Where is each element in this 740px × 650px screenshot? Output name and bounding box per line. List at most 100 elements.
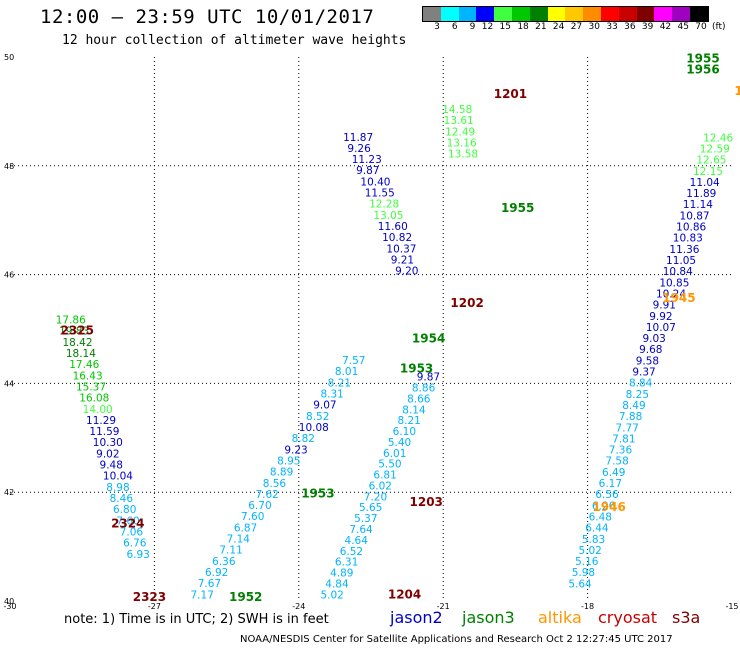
wave-height-value: 5.37 (354, 513, 377, 525)
wave-height-value: 13.05 (373, 210, 403, 222)
color-swatch (423, 7, 441, 21)
wave-height-value: 6.10 (393, 426, 416, 438)
color-swatch (565, 7, 584, 21)
wave-height-value: 6.49 (602, 467, 625, 479)
wave-height-value: 4.64 (345, 535, 369, 547)
wave-height-value: 10.30 (93, 437, 123, 449)
pass-time-label: 1204 (388, 587, 421, 601)
wave-height-value: 9.92 (649, 311, 672, 323)
wave-height-value: 8.31 (320, 389, 343, 401)
wave-height-value: 7.58 (605, 456, 628, 468)
wave-height-value: 6.17 (599, 478, 622, 490)
color-scale-label: 9 (469, 22, 476, 32)
color-swatch (583, 7, 601, 21)
color-scale-label: 33 (606, 22, 618, 32)
pass-time-label: 2323 (133, 590, 166, 604)
track-altika_right: 5.645.985.165.025.836.446.486.266.566.17… (568, 132, 733, 590)
wave-height-value: 5.40 (388, 437, 411, 449)
wave-height-value: 8.52 (306, 411, 329, 423)
satellite-legend-jason2: jason2 (390, 608, 443, 627)
credit-line: NOAA/NESDIS Center for Satellite Applica… (240, 634, 673, 645)
wave-height-value: 9.37 (632, 367, 655, 379)
wave-height-map: -30 -27 -24 -21 -18 -15 50 48 46 44 42 40 17.8619.8… (3, 51, 740, 610)
track-jason2_low: 5.024.844.896.316.524.647.645.375.657.20… (320, 372, 440, 602)
wave-height-value: 6.36 (212, 556, 236, 568)
pass-time-label: 1953 (400, 362, 433, 376)
wave-height-value: 7.14 (227, 534, 251, 546)
wave-height-value: 10.04 (103, 471, 133, 483)
wave-height-value: 6.87 (234, 522, 257, 534)
lon-tick-label: -15 (725, 602, 738, 610)
wave-height-value: 9.07 (313, 400, 336, 412)
wave-height-value: 16.08 (79, 393, 109, 405)
wave-height-value: 8.01 (335, 366, 358, 378)
pass-time-label: 1954 (412, 332, 445, 346)
color-scale-labels: 3 6 9 12 15 18 21 24 27 30 33 36 39 42 45 70 (422, 22, 707, 32)
color-swatch (476, 7, 495, 21)
color-swatch (618, 7, 637, 21)
pass-time-label: 1955 (501, 201, 534, 215)
map-title: 12:00 – 23:59 UTC 10/01/2017 (40, 6, 375, 28)
wave-height-value: 6.80 (113, 504, 136, 516)
wave-height-value: 7.88 (619, 411, 642, 423)
wave-height-value: 6.92 (205, 567, 228, 579)
wave-height-value: 7.62 (255, 489, 278, 501)
wave-height-value: 10.82 (382, 232, 412, 244)
wave-height-value: 5.02 (578, 545, 601, 557)
wave-height-value: 9.87 (356, 165, 379, 177)
wave-height-value: 9.48 (100, 460, 123, 472)
altimeter-tracks: 17.8619.8318.4218.1417.4616.4315.3716.08… (56, 104, 734, 601)
wave-height-value: 7.17 (191, 589, 214, 601)
color-swatch (672, 7, 690, 21)
wave-height-value: 9.26 (347, 143, 371, 155)
color-swatch (440, 7, 459, 21)
color-swatch (547, 7, 566, 21)
wave-height-value: 6.01 (383, 448, 406, 460)
wave-height-value: 16.43 (73, 370, 103, 382)
color-swatch (600, 7, 619, 21)
lat-tick-label: 50 (4, 53, 14, 62)
wave-height-value: 9.87 (417, 372, 440, 384)
pass-time-label: 1952 (229, 590, 262, 604)
lat-tick-label: 46 (4, 271, 14, 280)
axis-ticks: -30 -27 -24 -21 -18 -15 50 48 46 44 42 40 (3, 53, 738, 610)
wave-height-value: 10.40 (360, 176, 390, 188)
pass-time-label: 1946 (592, 500, 625, 514)
wave-height-value: 14.58 (442, 104, 472, 116)
wave-height-value: 6.48 (589, 511, 612, 523)
lat-tick-label: 48 (4, 162, 14, 171)
wave-height-value: 9.58 (636, 355, 659, 367)
pass-time-labels: 2325 2324 2323 1952 1953 1204 1203 1953 1954 1202… (61, 51, 740, 604)
color-scale-unit: (ft) (712, 22, 726, 32)
map-subtitle: 12 hour collection of altimeter wave hei… (62, 33, 407, 48)
track-cryosat_left: 17.8619.8318.4218.1417.4616.4315.3716.08… (56, 315, 150, 561)
lon-tick-label: -18 (581, 602, 594, 610)
wave-height-value: 8.98 (106, 482, 129, 494)
wave-height-value: 5.65 (359, 502, 382, 514)
wave-height-value: 5.50 (378, 459, 401, 471)
wave-height-value: 9.23 (284, 444, 307, 456)
color-swatch (636, 7, 655, 21)
color-scale-label: 24 (552, 22, 565, 32)
color-scale-label: 70 (695, 22, 707, 32)
wave-height-value: 7.06 (120, 526, 144, 538)
wave-height-value: 11.29 (86, 415, 116, 427)
color-scale-label: 12 (481, 22, 494, 32)
wave-height-value: 10.84 (663, 266, 693, 278)
wave-height-value: 13.16 (447, 137, 477, 149)
wave-height-value: 9.68 (639, 344, 662, 356)
lon-tick-label: -24 (292, 602, 305, 610)
satellite-legend-s3a: s3a (672, 608, 701, 627)
wave-height-value: 6.31 (335, 557, 358, 569)
wave-height-value: 10.83 (673, 233, 703, 245)
wave-height-value: 7.11 (219, 545, 242, 557)
wave-height-value: 10.37 (386, 243, 416, 255)
lon-tick-label: -30 (3, 602, 16, 610)
wave-height-value: 8.86 (412, 383, 436, 395)
pass-time-label: 1201 (494, 87, 527, 101)
wave-height-value: 11.89 (686, 188, 716, 200)
wave-height-value: 5.64 (568, 578, 592, 590)
wave-height-value: 13.58 (448, 149, 478, 161)
lon-tick-label: -27 (148, 602, 161, 610)
